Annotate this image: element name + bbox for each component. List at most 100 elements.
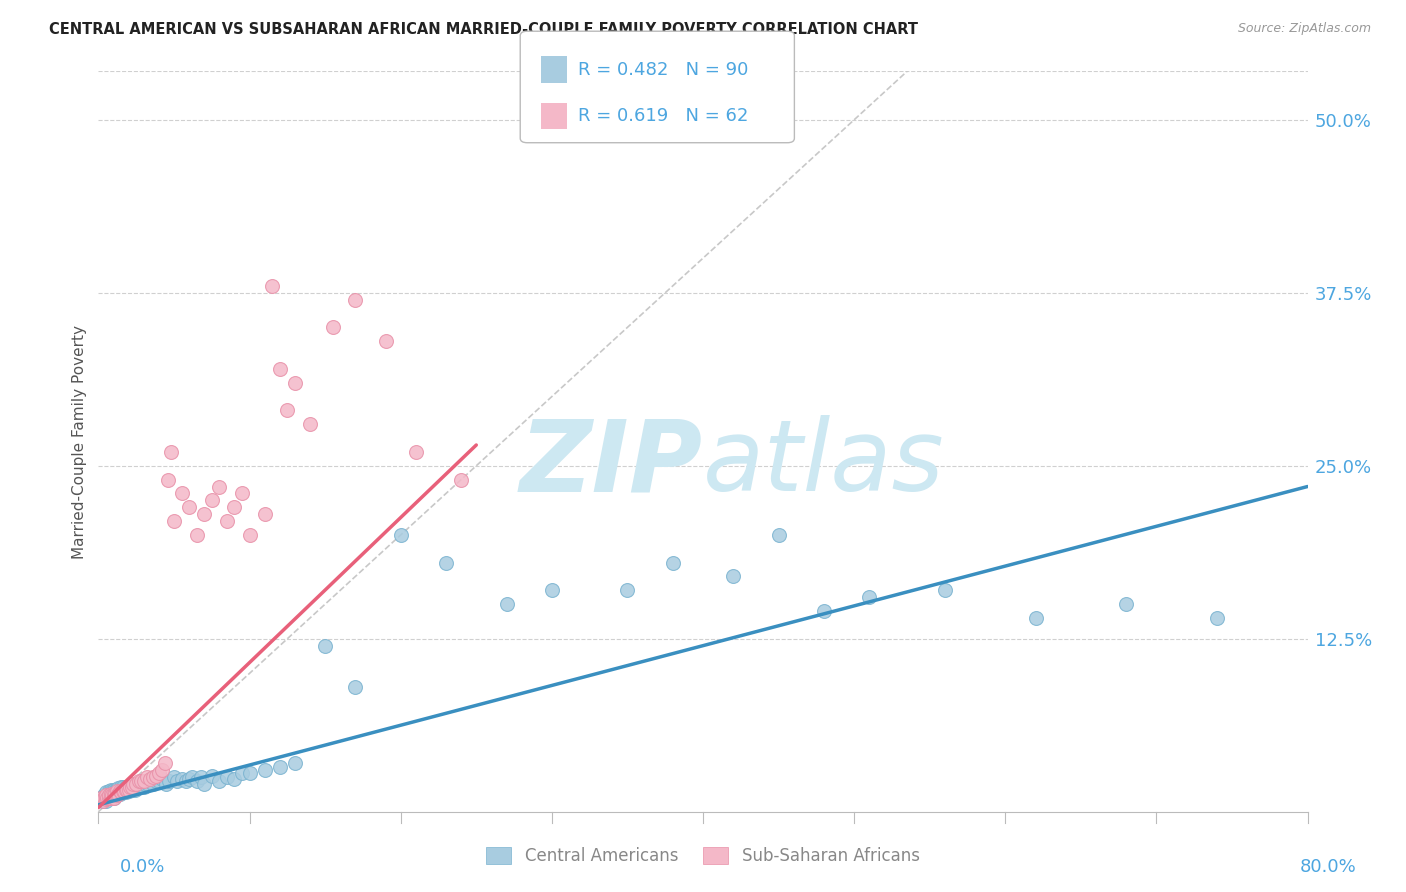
Point bbox=[125, 780, 148, 794]
Point bbox=[103, 787, 125, 801]
Point bbox=[135, 770, 157, 784]
Point bbox=[215, 770, 238, 784]
Point bbox=[160, 445, 183, 459]
Point bbox=[108, 787, 131, 801]
Point bbox=[314, 639, 336, 653]
Point bbox=[269, 362, 291, 376]
Point bbox=[186, 528, 208, 542]
Point bbox=[344, 293, 367, 307]
Point bbox=[96, 790, 118, 805]
Point bbox=[100, 787, 122, 801]
Point bbox=[101, 784, 124, 798]
Point bbox=[94, 788, 117, 802]
Point bbox=[112, 784, 135, 798]
Point bbox=[134, 777, 156, 791]
Point bbox=[100, 790, 122, 805]
Point bbox=[104, 788, 127, 802]
Point bbox=[269, 760, 291, 774]
Text: R = 0.619   N = 62: R = 0.619 N = 62 bbox=[578, 107, 748, 125]
Point bbox=[108, 782, 131, 797]
Point bbox=[103, 790, 125, 805]
Point bbox=[111, 785, 134, 799]
Point bbox=[125, 777, 148, 791]
Point bbox=[239, 528, 262, 542]
Point bbox=[231, 766, 253, 780]
Text: 80.0%: 80.0% bbox=[1301, 858, 1357, 876]
Point bbox=[284, 756, 307, 771]
Point bbox=[98, 788, 121, 802]
Point bbox=[208, 479, 231, 493]
Point bbox=[129, 777, 152, 791]
Point bbox=[148, 766, 170, 780]
Point bbox=[299, 417, 322, 432]
Point bbox=[112, 784, 135, 798]
Point bbox=[813, 604, 835, 618]
Point bbox=[163, 514, 186, 528]
Point bbox=[768, 528, 790, 542]
Point bbox=[166, 774, 188, 789]
Point bbox=[276, 403, 298, 417]
Point bbox=[239, 766, 262, 780]
Point bbox=[153, 756, 176, 771]
Point bbox=[201, 769, 224, 783]
Point bbox=[107, 787, 129, 801]
Point bbox=[190, 770, 212, 784]
Point bbox=[114, 780, 136, 794]
Point bbox=[1024, 611, 1046, 625]
Point bbox=[434, 556, 457, 570]
Text: atlas: atlas bbox=[703, 416, 945, 512]
Point bbox=[132, 780, 155, 794]
Point bbox=[98, 788, 121, 802]
Point bbox=[104, 787, 127, 801]
Point bbox=[405, 445, 427, 459]
Point bbox=[139, 774, 162, 789]
Point bbox=[100, 790, 122, 805]
Point bbox=[136, 777, 159, 791]
Point bbox=[322, 320, 344, 334]
Point bbox=[858, 591, 880, 605]
Point bbox=[105, 788, 128, 802]
Point bbox=[170, 486, 193, 500]
Point bbox=[110, 780, 132, 794]
Point bbox=[179, 772, 201, 786]
Point bbox=[208, 774, 231, 789]
Point bbox=[132, 774, 155, 789]
Point bbox=[174, 774, 197, 789]
Point bbox=[94, 792, 117, 806]
Point bbox=[93, 790, 115, 805]
Point bbox=[128, 774, 150, 789]
Point bbox=[150, 772, 173, 786]
Point bbox=[103, 782, 125, 797]
Point bbox=[100, 787, 122, 801]
Point bbox=[91, 794, 114, 808]
Point bbox=[215, 514, 238, 528]
Point bbox=[142, 777, 165, 791]
Point bbox=[170, 772, 193, 786]
Point bbox=[90, 790, 112, 805]
Point bbox=[94, 785, 117, 799]
Point bbox=[94, 794, 117, 808]
Point bbox=[344, 680, 367, 694]
Point bbox=[114, 782, 136, 797]
Point bbox=[934, 583, 956, 598]
Point bbox=[224, 772, 246, 786]
Point bbox=[124, 782, 146, 797]
Point bbox=[1206, 611, 1229, 625]
Point bbox=[389, 528, 412, 542]
Point bbox=[96, 788, 118, 802]
Point bbox=[231, 486, 253, 500]
Point bbox=[156, 473, 179, 487]
Point bbox=[121, 782, 143, 797]
Point bbox=[262, 278, 284, 293]
Point bbox=[193, 507, 215, 521]
Point bbox=[100, 782, 122, 797]
Point bbox=[94, 790, 117, 805]
Point bbox=[181, 770, 204, 784]
Point bbox=[111, 784, 134, 798]
Point bbox=[118, 784, 141, 798]
Point bbox=[105, 784, 128, 798]
Point bbox=[104, 784, 127, 798]
Point bbox=[120, 780, 142, 794]
Point bbox=[224, 500, 246, 515]
Point bbox=[253, 763, 276, 777]
